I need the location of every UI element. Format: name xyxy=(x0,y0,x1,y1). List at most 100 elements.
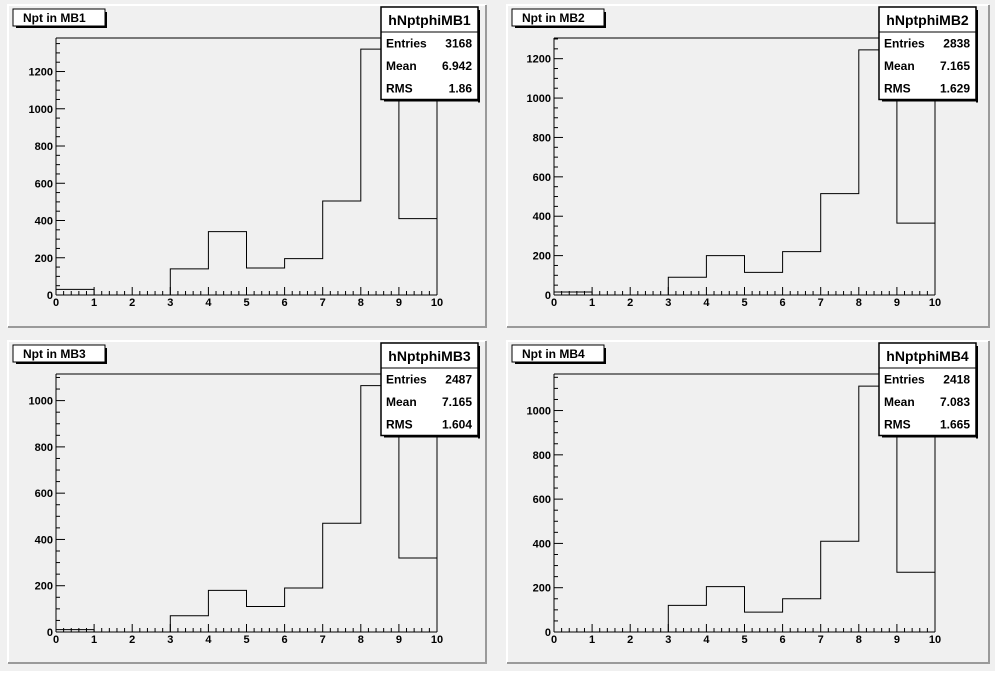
y-tick-label: 1000 xyxy=(29,104,53,116)
y-tick-label: 0 xyxy=(545,290,551,302)
histogram-bin-5[interactable] xyxy=(247,607,285,632)
x-tick-label: 7 xyxy=(818,634,824,646)
histogram-bin-9[interactable] xyxy=(399,219,437,295)
pad-3[interactable]: 0 1 2 3 4 5 6 7 8 9 10 0 200 400 600 800 1000 Npt in MB3 h… xyxy=(7,340,487,664)
stats-box-name: hNptphiMB1 xyxy=(388,12,471,28)
stats-box-shadow-right xyxy=(976,346,978,439)
stats-box-name: hNptphiMB4 xyxy=(886,348,969,364)
x-tick-label: 6 xyxy=(780,634,786,646)
histogram-bin-9[interactable] xyxy=(897,223,935,295)
y-tick-label: 200 xyxy=(35,253,53,265)
pad-title-shadow-bottom xyxy=(515,26,606,28)
stats-box-shadow-bottom xyxy=(384,99,480,102)
x-tick-label: 2 xyxy=(627,297,633,309)
x-tick-label: 7 xyxy=(818,297,824,309)
x-tick-label: 3 xyxy=(665,297,671,309)
stats-label-mean: Mean xyxy=(386,395,417,409)
histogram-bin-0[interactable] xyxy=(56,289,94,295)
histogram-bin-7[interactable] xyxy=(323,523,361,632)
stats-value-mean: 7.165 xyxy=(940,59,970,73)
histogram-bin-6[interactable] xyxy=(285,259,323,295)
pad-title-shadow-right xyxy=(105,348,107,364)
histogram-bin-7[interactable] xyxy=(821,194,859,295)
pad-1[interactable]: 0 1 2 3 4 5 6 7 8 9 10 0 200 400 600 800 1000 1200 Npt in … xyxy=(7,4,487,328)
x-tick-label: 2 xyxy=(129,634,135,646)
histogram-bin-4[interactable] xyxy=(706,587,744,632)
histogram-bin-7[interactable] xyxy=(821,541,859,632)
x-tick-label: 9 xyxy=(894,634,900,646)
histogram-bin-6[interactable] xyxy=(783,252,821,295)
histogram-bin-4[interactable] xyxy=(706,256,744,295)
histogram-bin-3[interactable] xyxy=(668,605,706,632)
pad-bevel-light xyxy=(7,4,486,327)
stats-label-entries: Entries xyxy=(386,373,427,387)
x-tick-label: 0 xyxy=(53,634,59,646)
y-tick-label: 400 xyxy=(533,211,551,223)
x-tick-label: 5 xyxy=(741,634,747,646)
stats-box: hNptphiMB3 Entries 2487 Mean 7.165 RMS 1.604 xyxy=(380,342,480,439)
histogram-bin-9[interactable] xyxy=(399,558,437,632)
stats-label-mean: Mean xyxy=(884,395,915,409)
histogram-bin-6[interactable] xyxy=(285,588,323,632)
pad-bevel-dark xyxy=(507,5,990,328)
histogram-bin-3[interactable] xyxy=(170,269,208,295)
histogram-bin-3[interactable] xyxy=(170,616,208,632)
x-tick-label: 4 xyxy=(205,634,212,646)
x-tick-label: 8 xyxy=(358,634,364,646)
pad-bevel-light xyxy=(7,340,486,663)
stats-value-entries: 2487 xyxy=(445,373,472,387)
pad-title-shadow-bottom xyxy=(16,26,107,28)
x-tick-label: 1 xyxy=(91,297,97,309)
histogram-bin-5[interactable] xyxy=(247,268,285,295)
histogram-bin-6[interactable] xyxy=(783,599,821,632)
pad-title: Npt in MB1 xyxy=(12,8,107,28)
x-tick-label: 9 xyxy=(894,297,900,309)
stats-label-mean: Mean xyxy=(884,59,915,73)
stats-value-entries: 3168 xyxy=(445,37,472,51)
histogram-bin-4[interactable] xyxy=(208,232,246,295)
pad-bevel-dark xyxy=(8,5,487,328)
pad-title-shadow-bottom xyxy=(515,362,606,364)
histogram-bin-5[interactable] xyxy=(745,612,783,632)
x-tick-label: 6 xyxy=(780,297,786,309)
stats-box-shadow-right xyxy=(478,10,480,103)
x-tick-label: 7 xyxy=(320,297,326,309)
stats-box: hNptphiMB4 Entries 2418 Mean 7.083 RMS 1.665 xyxy=(878,342,978,439)
y-tick-label: 1200 xyxy=(527,54,551,66)
x-tick-label: 0 xyxy=(551,634,557,646)
x-tick-label: 9 xyxy=(396,297,402,309)
stats-label-entries: Entries xyxy=(884,37,925,51)
stats-value-entries: 2418 xyxy=(943,373,970,387)
histogram-bin-3[interactable] xyxy=(668,277,706,295)
x-tick-label: 8 xyxy=(358,297,364,309)
stats-value-mean: 7.083 xyxy=(940,395,970,409)
x-tick-label: 10 xyxy=(431,297,443,309)
x-tick-label: 0 xyxy=(53,297,59,309)
stats-label-entries: Entries xyxy=(386,37,427,51)
stats-box-shadow-bottom xyxy=(882,99,978,102)
pad-title-shadow-right xyxy=(604,12,606,28)
x-tick-label: 8 xyxy=(856,634,862,646)
pad-bevel-light xyxy=(506,340,989,663)
stats-label-rms: RMS xyxy=(884,82,911,96)
pad-title-shadow-right xyxy=(105,12,107,28)
y-tick-label: 400 xyxy=(35,534,53,546)
pad-2[interactable]: 0 1 2 3 4 5 6 7 8 9 10 0 200 400 600 800 1000 1200 Npt in … xyxy=(506,4,990,328)
x-tick-label: 5 xyxy=(243,634,249,646)
pad-title-text: Npt in MB3 xyxy=(23,347,86,361)
x-tick-label: 4 xyxy=(703,297,710,309)
stats-label-rms: RMS xyxy=(386,418,413,432)
y-tick-label: 200 xyxy=(533,251,551,263)
x-tick-label: 5 xyxy=(243,297,249,309)
pad-title-text: Npt in MB2 xyxy=(522,11,585,25)
y-tick-label: 600 xyxy=(533,494,551,506)
y-tick-label: 1000 xyxy=(527,406,551,418)
histogram-bin-4[interactable] xyxy=(208,590,246,632)
pad-4[interactable]: 0 1 2 3 4 5 6 7 8 9 10 0 200 400 600 800 1000 Npt in MB4 h… xyxy=(506,340,990,664)
histogram-bin-5[interactable] xyxy=(745,272,783,295)
stats-box-shadow-bottom xyxy=(882,435,978,438)
histogram-bin-7[interactable] xyxy=(323,201,361,295)
histogram-bin-9[interactable] xyxy=(897,572,935,632)
x-tick-label: 9 xyxy=(396,634,402,646)
y-tick-label: 800 xyxy=(35,442,53,454)
